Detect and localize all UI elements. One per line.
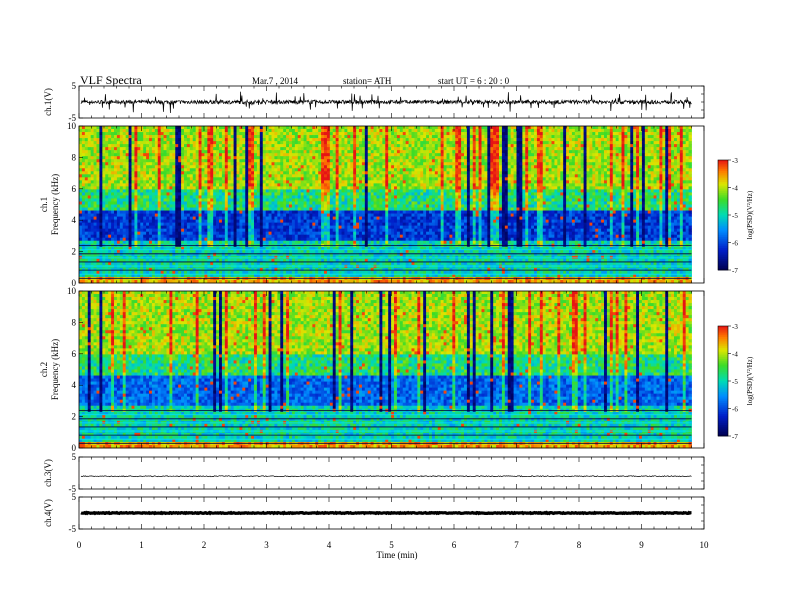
ch3-waveform-ytick-0: 5 (72, 452, 77, 462)
time-axis-tick-10: 10 (700, 540, 710, 550)
ch1-spectrogram-ytick-5: 10 (67, 121, 77, 131)
ch1-spectrogram-colorbar-tick-0: -3 (732, 157, 738, 165)
ch3-waveform-panel: 5-5ch.3(V) (43, 452, 704, 494)
ch1-spectrogram-colorbar-tick-1: -4 (732, 185, 738, 193)
ch1-spectrogram-ylabel-frequency: Frequency (kHz) (50, 174, 60, 235)
ch1-spectrogram-ytick-2: 4 (72, 215, 77, 225)
ch2-spectrogram-ylabel-channel: ch.2 (39, 362, 49, 377)
ch2-spectrogram-ytick-4: 8 (72, 317, 77, 327)
ch1-waveform-panel: 5-5ch.1(V) (43, 81, 704, 123)
ch1-colorbar: -3 -4 -5 -6 -7 log(PSD)(V²/Hz) (718, 157, 754, 275)
ch1-spectrogram-colorbar-label: log(PSD)(V²/Hz) (746, 190, 754, 239)
time-axis-tick-9: 9 (639, 540, 644, 550)
ch3-waveform-ylabel: ch.3(V) (43, 459, 53, 487)
ch2-spectrogram-cells (79, 291, 692, 448)
vlf-spectra-figure: VLF Spectra Mar.7 , 2014 station= ATH st… (0, 0, 792, 612)
ch2-spectrogram-colorbar-tick-4: -7 (732, 433, 738, 441)
time-axis-tick-5: 5 (389, 540, 394, 550)
ch1-spectrogram-ytick-3: 6 (72, 184, 77, 194)
ch1-spectrogram-colorbar-tick-2: -5 (732, 212, 738, 220)
time-axis-tick-7: 7 (514, 540, 519, 550)
ch4-waveform-ylabel: ch.4(V) (43, 499, 53, 527)
time-axis-tick-4: 4 (327, 540, 332, 550)
ch2-spectrogram-ytick-5: 10 (67, 286, 77, 296)
ch2-spectrogram-colorbar-tick-0: -3 (732, 323, 738, 331)
ch1-spectrogram-ytick-4: 8 (72, 152, 77, 162)
time-axis-tick-1: 1 (139, 540, 144, 550)
ch1-spectrogram-colorbar-tick-3: -6 (732, 240, 738, 248)
ch4-waveform-trace (81, 513, 692, 514)
date-label: Mar.7 , 2014 (252, 76, 298, 86)
ch1-spectrogram-colorbar-tick-4: -7 (732, 267, 738, 275)
time-axis-tick-0: 0 (77, 540, 82, 550)
station-label: station= ATH (343, 76, 392, 86)
ch2-spectrogram-ytick-1: 2 (72, 412, 77, 422)
ch3-waveform-trace (81, 476, 692, 477)
ch2-spectrogram-colorbar-tick-3: -6 (732, 406, 738, 414)
ch4-waveform-panel: 5 -5 ch.4(V) (43, 492, 704, 534)
ch2-spectrogram-colorbar-label: log(PSD)(V²/Hz) (746, 356, 754, 405)
ch1-spectrogram-cells (79, 126, 692, 283)
ch1-waveform-ylabel: ch.1(V) (43, 88, 53, 116)
time-axis-tick-3: 3 (264, 540, 269, 550)
ch2-colorbar: -3 -4 -5 -6 -7 log(PSD)(V²/Hz) (718, 323, 754, 441)
ch2-spectrogram-ytick-2: 4 (72, 380, 77, 390)
ch2-spectrogram-colorbar-tick-2: -5 (732, 378, 738, 386)
ch1-waveform-ytick-0: 5 (72, 81, 77, 91)
ch4-waveform-ytick-1: -5 (69, 524, 77, 534)
start-time-label: start UT = 6 : 20 : 0 (438, 76, 510, 86)
figure-title: VLF Spectra (80, 73, 142, 87)
time-axis-tick-8: 8 (577, 540, 582, 550)
ch1-waveform-trace (81, 92, 692, 113)
time-axis-tick-2: 2 (202, 540, 207, 550)
ch2-spectrogram-ytick-3: 6 (72, 349, 77, 359)
ch2-spectrogram-colorbar-tick-1: -4 (732, 351, 738, 359)
ch4-waveform-ytick-0: 5 (72, 492, 77, 502)
time-axis-label: Time (min) (377, 550, 418, 560)
ch2-spectrogram-ylabel-frequency: Frequency (kHz) (50, 339, 60, 400)
ch1-spectrogram-ytick-1: 2 (72, 247, 77, 257)
time-axis-tick-6: 6 (452, 540, 457, 550)
ch1-spectrogram-ylabel-channel: ch.1 (39, 197, 49, 212)
